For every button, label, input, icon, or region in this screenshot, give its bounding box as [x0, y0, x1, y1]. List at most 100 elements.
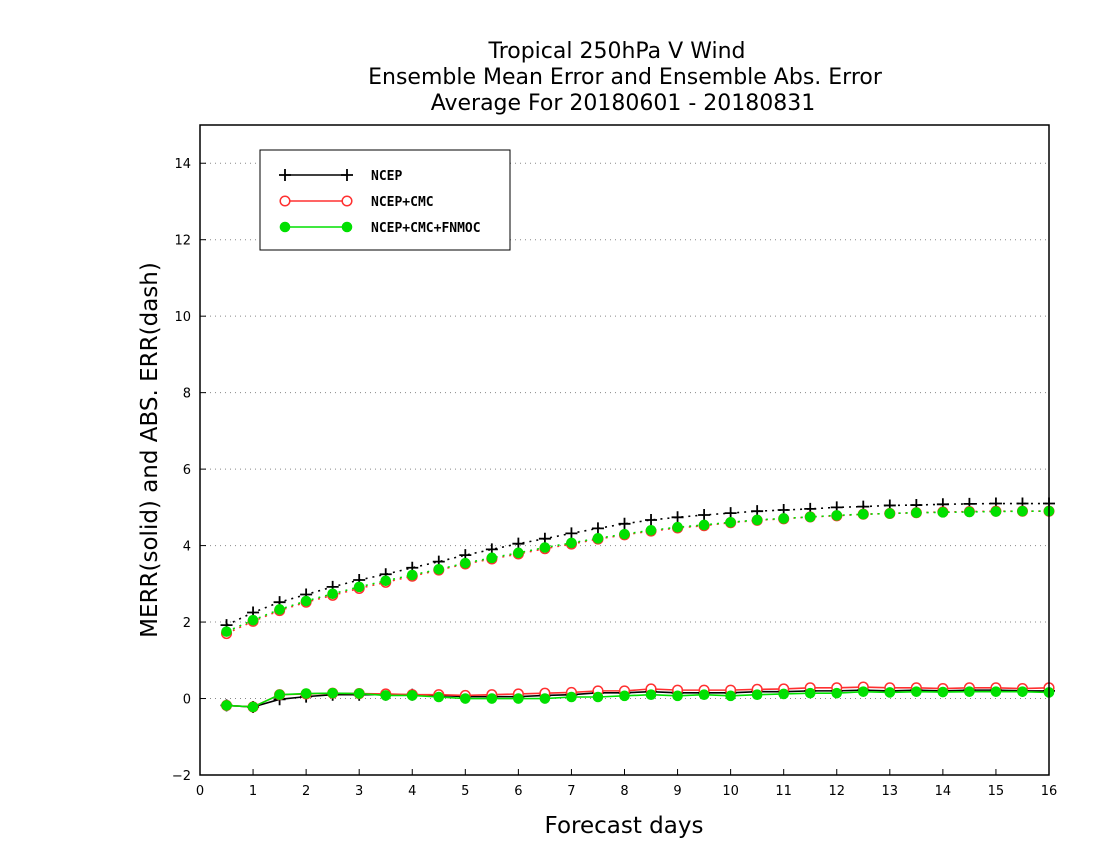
- mean-error-point-ncep-cmc-fnmoc: [672, 690, 683, 702]
- legend-marker: [279, 169, 291, 181]
- abs-error-point-ncep: [671, 511, 684, 524]
- abs-error-point-ncep-cmc-fnmoc: [300, 595, 312, 607]
- x-tick-label: 0: [196, 784, 204, 799]
- x-tick-label: 12: [828, 784, 845, 799]
- legend-label: NCEP+CMC: [371, 195, 434, 210]
- abs-error-point-ncep: [698, 509, 711, 521]
- x-tick-label: 3: [355, 784, 363, 799]
- abs-error-point-ncep-cmc-fnmoc: [672, 521, 683, 533]
- y-tick-label: −2: [172, 769, 191, 784]
- chart-title-line-1: Tropical 250hPa V Wind: [487, 39, 745, 64]
- abs-error-point-ncep: [645, 513, 658, 526]
- legend-marker: [341, 169, 353, 181]
- chart-title-line-2: Ensemble Mean Error and Ensemble Abs. Er…: [368, 65, 883, 90]
- mean-error-point-ncep-cmc-fnmoc: [751, 689, 763, 701]
- x-tick-label: 11: [775, 784, 792, 799]
- abs-error-point-ncep-cmc-fnmoc: [751, 514, 763, 526]
- abs-error-point-ncep-cmc-fnmoc: [566, 537, 577, 549]
- abs-error-point-ncep-cmc-fnmoc: [406, 569, 418, 581]
- abs-error-point-ncep: [565, 527, 578, 540]
- abs-error-point-ncep-cmc-fnmoc: [274, 604, 285, 615]
- x-tick-label: 7: [567, 784, 575, 799]
- abs-error-point-ncep-cmc-fnmoc: [698, 519, 710, 531]
- abs-error-point-ncep-cmc-fnmoc: [380, 575, 392, 587]
- mean-error-point-ncep-cmc-fnmoc: [937, 686, 949, 698]
- mean-error-point-ncep-cmc-fnmoc: [539, 693, 551, 704]
- x-tick-label: 2: [302, 784, 310, 799]
- x-tick-label: 5: [461, 784, 469, 799]
- legend-item-ncep-cmc: NCEP+CMC: [279, 195, 434, 210]
- abs-error-point-ncep-cmc-fnmoc: [247, 614, 259, 626]
- x-tick-label: 16: [1041, 784, 1058, 799]
- mean-error-point-ncep-cmc-fnmoc: [460, 693, 471, 704]
- abs-error-point-ncep-cmc-fnmoc: [964, 506, 975, 518]
- series-ncep-cmc-fnmoc: [221, 505, 1055, 713]
- abs-error-line-ncep-cmc-fnmoc: [226, 510, 1049, 633]
- x-tick-label: 13: [882, 784, 899, 799]
- abs-error-point-ncep-cmc-fnmoc: [911, 507, 922, 519]
- abs-error-point-ncep-cmc-fnmoc: [486, 552, 498, 564]
- mean-error-point-ncep-cmc-fnmoc: [327, 687, 338, 699]
- legend-item-ncep: NCEP: [279, 169, 402, 184]
- mean-error-point-ncep-cmc-fnmoc: [353, 688, 365, 699]
- x-axis-ticks: 0 1 2 3 4 5 6 7 8 9 10 11 12 13 14 15 16: [196, 769, 1057, 799]
- mean-error-point-ncep-cmc-fnmoc: [725, 690, 736, 702]
- y-tick-label: 8: [183, 387, 191, 402]
- x-tick-label: 14: [935, 784, 952, 799]
- legend-marker: [341, 195, 353, 207]
- abs-error-point-ncep-cmc-fnmoc: [884, 508, 896, 519]
- abs-error-point-ncep-cmc-fnmoc: [433, 563, 445, 575]
- abs-error-point-ncep-cmc-fnmoc: [1017, 505, 1028, 517]
- x-tick-label: 1: [249, 784, 257, 799]
- abs-error-point-ncep-cmc-fnmoc: [645, 524, 657, 536]
- abs-error-point-ncep-cmc-fnmoc: [990, 506, 1002, 517]
- mean-error-point-ncep-cmc-fnmoc: [857, 686, 869, 697]
- abs-error-point-ncep-cmc-fnmoc: [539, 542, 551, 553]
- x-tick-label: 6: [514, 784, 522, 799]
- mean-error-point-ncep-cmc-fnmoc: [380, 690, 392, 701]
- y-tick-label: 14: [174, 157, 191, 172]
- x-tick-label: 8: [620, 784, 628, 799]
- abs-error-line-ncep-cmc: [226, 510, 1049, 635]
- abs-error-point-ncep-cmc-fnmoc: [327, 588, 338, 600]
- series-ncep: [220, 497, 1055, 713]
- x-tick-label: 10: [722, 784, 739, 799]
- mean-error-line-ncep-cmc-fnmoc: [226, 690, 1050, 708]
- mean-error-point-ncep-cmc-fnmoc: [698, 689, 710, 701]
- mean-error-point-ncep-cmc-fnmoc: [1017, 686, 1028, 697]
- plot-series: [220, 497, 1055, 713]
- mean-error-point-ncep-cmc-fnmoc: [433, 691, 445, 703]
- abs-error-point-ncep: [618, 517, 631, 530]
- abs-error-point-ncep-cmc-fnmoc: [513, 547, 524, 559]
- legend-marker: [341, 221, 353, 233]
- abs-error-point-ncep-cmc-fnmoc: [857, 508, 869, 520]
- abs-error-point-ncep-cmc-fnmoc: [804, 511, 816, 523]
- abs-error-point-ncep-cmc-fnmoc: [353, 581, 365, 593]
- y-tick-label: 12: [174, 234, 191, 249]
- mean-error-point-ncep-cmc-fnmoc: [911, 686, 922, 697]
- mean-error-point-ncep-cmc-fnmoc: [221, 700, 232, 711]
- legend-marker: [279, 221, 291, 233]
- mean-error-point-ncep-cmc-fnmoc: [406, 690, 418, 701]
- abs-error-point-ncep: [591, 522, 604, 535]
- abs-error-point-ncep-cmc-fnmoc: [460, 557, 471, 569]
- chart-title-line-3: Average For 20180601 - 20180831: [431, 91, 816, 116]
- legend-label: NCEP+CMC+FNMOC: [371, 221, 481, 236]
- mean-error-point-ncep-cmc-fnmoc: [831, 687, 843, 699]
- chart-title: Tropical 250hPa V Wind Ensemble Mean Err…: [368, 39, 883, 116]
- mean-error-point-ncep-cmc-fnmoc: [247, 701, 259, 713]
- x-tick-label: 9: [673, 784, 681, 799]
- mean-error-point-ncep-cmc-fnmoc: [274, 689, 285, 701]
- y-axis-ticks: −2 0 2 4 6 8 10 12 14: [172, 157, 206, 784]
- mean-error-point-ncep-cmc-fnmoc: [804, 687, 816, 699]
- mean-error-point-ncep-cmc-fnmoc: [486, 693, 498, 704]
- legend: NCEP NCEP+CMC NCEP+CMC+FNMOC: [259, 149, 511, 251]
- series-ncep-cmc: [220, 505, 1055, 713]
- legend-item-ncep-cmc-fnmoc: NCEP+CMC+FNMOC: [279, 221, 481, 236]
- mean-error-point-ncep-cmc-fnmoc: [566, 691, 577, 703]
- mean-error-point-ncep-cmc-fnmoc: [513, 693, 524, 704]
- abs-error-point-ncep-cmc-fnmoc: [778, 513, 789, 524]
- abs-error-point-ncep-cmc-fnmoc: [725, 516, 736, 528]
- mean-error-point-ncep-cmc-fnmoc: [964, 686, 975, 697]
